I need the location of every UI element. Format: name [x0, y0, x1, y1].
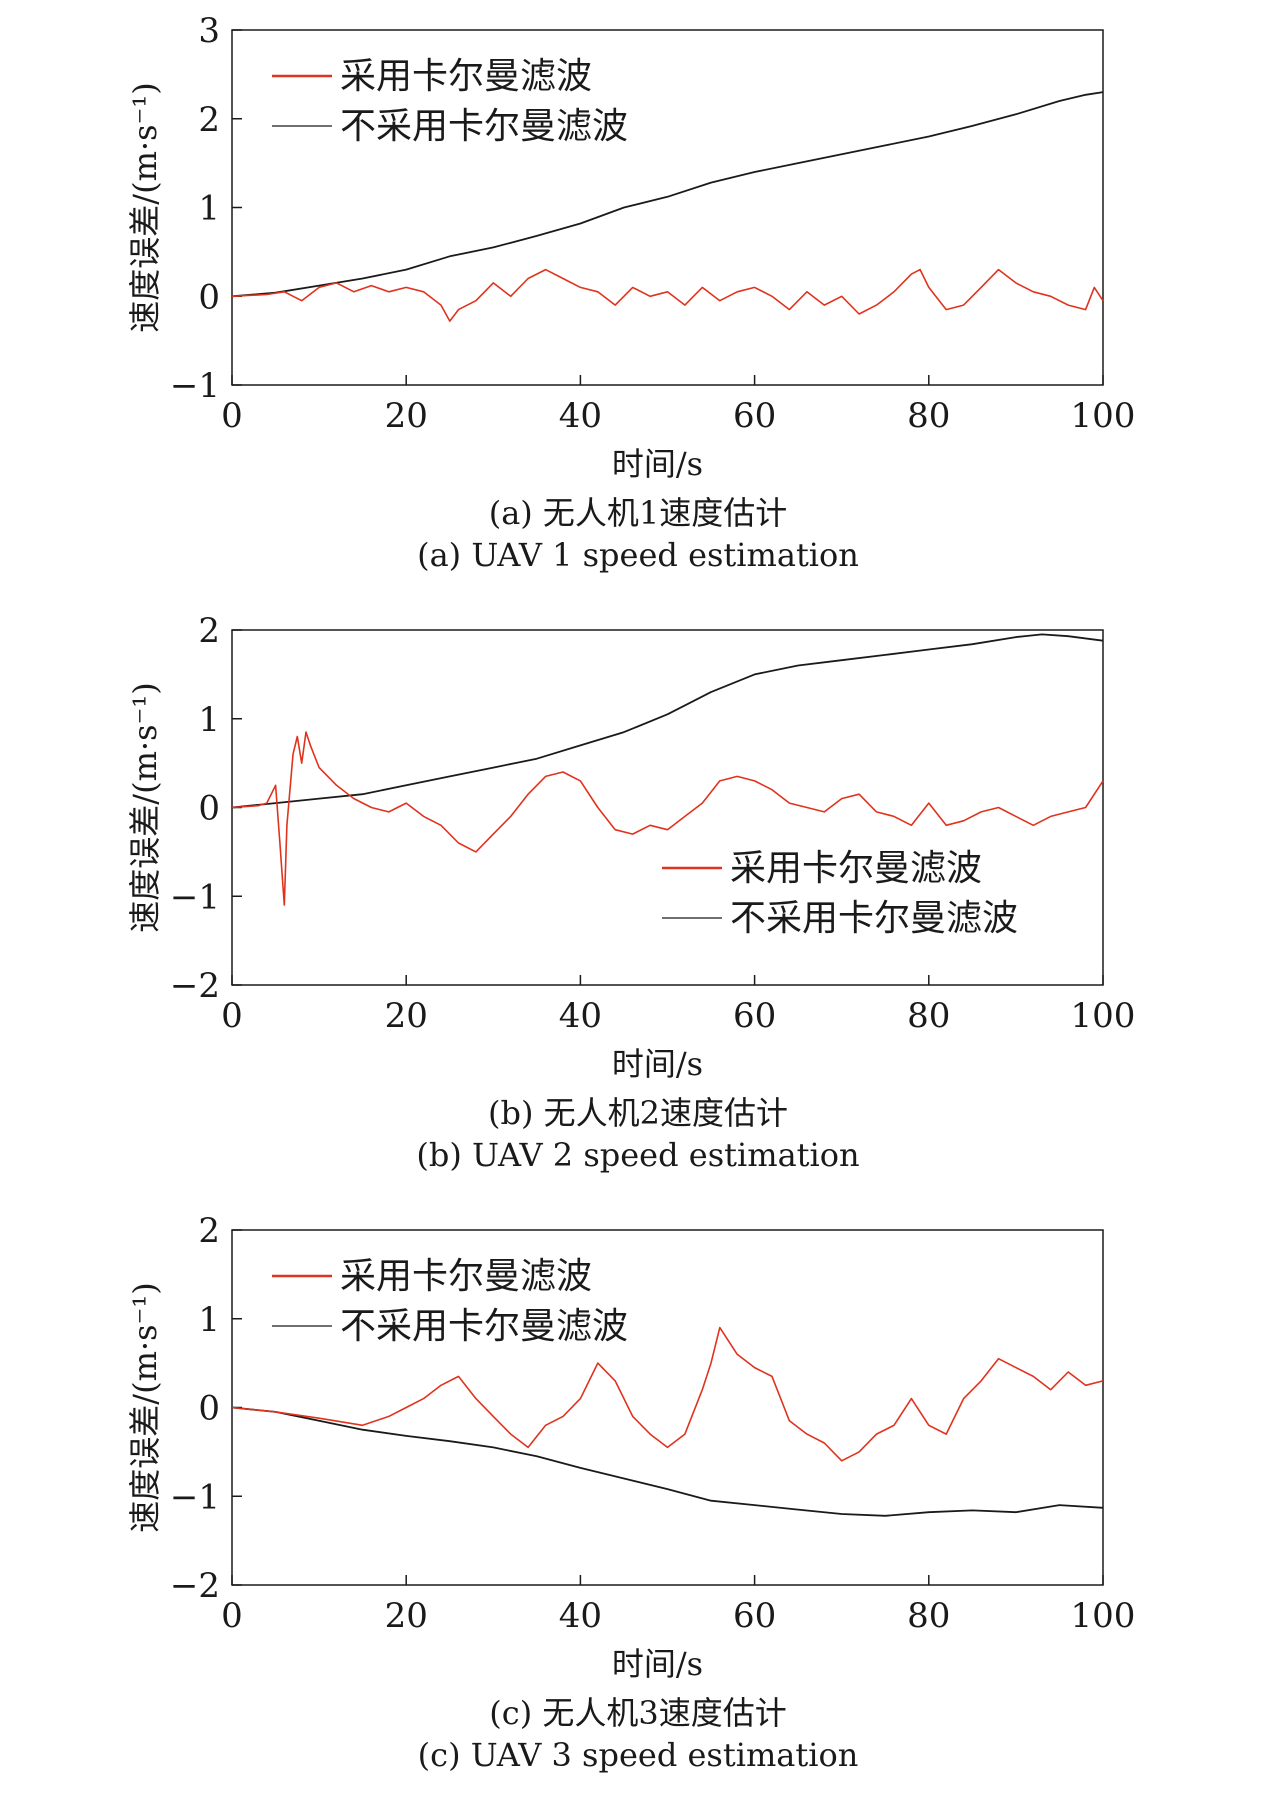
x-tick-label-b-4: 80: [907, 996, 950, 1036]
x-tick-label-a-2: 40: [559, 396, 602, 436]
x-tick-label-a-4: 80: [907, 396, 950, 436]
chart-panel-a: 0 20 40 60 80 100 −1 0 1 2 3 时间/s 速度误差/(m·s⁻¹) 采用卡尔曼滤…: [0, 0, 1276, 600]
x-tick-label-a-3: 60: [733, 396, 776, 436]
y-tick-label-a-4: 3: [198, 11, 220, 51]
series-line-c-kalman: [231, 1326, 1104, 1462]
y-tick-label-c-4: 2: [198, 1211, 220, 1251]
caption-en-c: (c) UAV 3 speed estimation: [417, 1736, 859, 1774]
x-tick-label-a-5: 100: [1071, 396, 1136, 436]
y-axis-title-b: 速度误差/(m·s⁻¹): [126, 682, 164, 932]
series-line-a-no-kalman: [231, 91, 1104, 298]
y-axis-title-c: 速度误差/(m·s⁻¹): [126, 1282, 164, 1532]
chart-panel-c: 0 20 40 60 80 100 −2 −1 0 1 2 时间/s 速度误差/(m·s⁻¹) 采用卡尔曼…: [0, 1200, 1276, 1794]
x-tick-label-a-0: 0: [221, 396, 243, 436]
x-tick-label-c-0: 0: [221, 1596, 243, 1636]
series-line-b-kalman: [231, 731, 1104, 906]
x-axis-title-c: 时间/s: [612, 1645, 703, 1683]
series-line-a-kalman: [231, 268, 1104, 322]
x-axis-title-b: 时间/s: [612, 1045, 703, 1083]
y-tick-label-a-1: 0: [198, 277, 220, 317]
x-tick-label-b-5: 100: [1071, 996, 1136, 1036]
y-tick-label-c-2: 0: [198, 1389, 220, 1429]
y-tick-label-b-2: 0: [198, 789, 220, 829]
x-axis-title-a: 时间/s: [612, 445, 703, 483]
caption-cn-c: (c) 无人机3速度估计: [489, 1694, 787, 1732]
y-tick-label-a-2: 1: [198, 189, 220, 229]
caption-cn-b: (b) 无人机2速度估计: [488, 1094, 788, 1132]
y-tick-label-b-0: −2: [170, 966, 220, 1006]
x-tick-label-c-3: 60: [733, 1596, 776, 1636]
y-axis-title-a: 速度误差/(m·s⁻¹): [126, 82, 164, 332]
x-tick-label-b-1: 20: [385, 996, 428, 1036]
x-tick-label-b-0: 0: [221, 996, 243, 1036]
x-tick-label-a-1: 20: [385, 396, 428, 436]
chart-c-svg: 0 20 40 60 80 100 −2 −1 0 1 2 时间/s 速度误差/(m·s⁻¹) 采用卡尔曼…: [126, 1211, 1136, 1683]
x-tick-label-c-4: 80: [907, 1596, 950, 1636]
x-tick-label-c-5: 100: [1071, 1596, 1136, 1636]
legend-label-a-1: 不采用卡尔曼滤波: [340, 106, 628, 147]
chart-b-svg: 0 20 40 60 80 100 −2 −1 0 1 2 时间/s 速度误差/(m·s⁻¹) 采用卡尔曼…: [126, 611, 1136, 1083]
legend-label-b-0: 采用卡尔曼滤波: [730, 848, 982, 889]
y-tick-label-a-0: −1: [170, 366, 220, 406]
legend-label-b-1: 不采用卡尔曼滤波: [730, 898, 1018, 939]
legend-label-c-0: 采用卡尔曼滤波: [340, 1256, 592, 1297]
x-tick-label-c-1: 20: [385, 1596, 428, 1636]
y-tick-label-c-3: 1: [198, 1300, 220, 1340]
caption-en-a: (a) UAV 1 speed estimation: [417, 536, 859, 574]
y-tick-label-c-1: −1: [170, 1477, 220, 1517]
chart-a-svg: 0 20 40 60 80 100−10123时间/s速度误差/(m·s⁻¹)采用卡尔曼滤…: [126, 11, 1136, 483]
x-tick-label-b-2: 40: [559, 996, 602, 1036]
series-line-c-no-kalman: [231, 1406, 1104, 1517]
y-tick-label-b-3: 1: [198, 700, 220, 740]
caption-en-b: (b) UAV 2 speed estimation: [416, 1136, 860, 1174]
y-tick-label-a-3: 2: [198, 100, 220, 140]
y-tick-label-c-0: −2: [170, 1566, 220, 1606]
legend-label-c-1: 不采用卡尔曼滤波: [340, 1306, 628, 1347]
x-tick-label-c-2: 40: [559, 1596, 602, 1636]
legend-label-a-0: 采用卡尔曼滤波: [340, 56, 592, 97]
x-tick-label-b-3: 60: [733, 996, 776, 1036]
caption-cn-a: (a) 无人机1速度估计: [488, 494, 788, 532]
chart-panel-b: 0 20 40 60 80 100 −2 −1 0 1 2 时间/s 速度误差/(m·s⁻¹) 采用卡尔曼…: [0, 600, 1276, 1200]
y-tick-label-b-1: −1: [170, 877, 220, 917]
y-tick-label-b-4: 2: [198, 611, 220, 651]
series-line-b-no-kalman: [231, 633, 1104, 809]
